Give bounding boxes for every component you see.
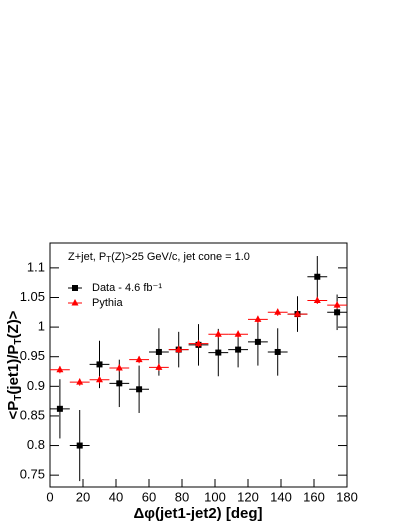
data-point [116,380,123,387]
data-point [274,308,282,315]
data-point [136,386,143,393]
x-tick-label: 80 [175,489,189,504]
data-point [313,296,321,303]
data-point [155,348,162,355]
data-point [155,363,163,370]
x-axis-label: Δφ(jet1-jet2) [deg] [133,505,262,522]
y-tick-label: 0.95 [20,348,45,363]
y-tick-label: 1.1 [27,259,45,274]
data-point [175,345,183,353]
legend-marker [72,285,78,291]
annotation-part: (Z)>25 GeV/c, jet cone = 1.0 [111,251,250,263]
y-tick-label: 0.75 [20,467,45,482]
legend-marker [71,299,79,306]
data-point [96,375,103,383]
y-tick-label: 0.9 [27,378,45,393]
x-tick-label: 140 [270,489,292,504]
y-label-part: T [13,395,24,401]
y-label-part: <P [5,401,22,420]
y-label-part: T [13,338,24,344]
annotation: Z+jet, PT(Z)>25 GeV/c, jet cone = 1.0 [68,251,250,264]
data-point [235,346,242,353]
legend-label: Pythia [92,297,123,309]
y-tick-label: 1 [38,319,45,334]
data-point [56,365,64,373]
y-tick-label: 0.8 [27,437,45,452]
y-tick-label: 0.85 [20,407,45,422]
data-point [76,442,83,449]
data-point [333,301,341,308]
x-tick-label: 160 [303,489,325,504]
x-tick-label: 40 [109,489,123,504]
data-point [334,309,341,316]
annotation-part: T [106,255,111,264]
x-tick-label: 100 [204,489,226,504]
data-point [234,330,242,337]
data-point [115,363,123,371]
y-tick-label: 1.05 [20,289,45,304]
data-point [135,355,143,363]
x-tick-label: 0 [46,489,53,504]
x-tick-label: 60 [142,489,156,504]
data-point [215,349,222,356]
x-tick-label: 180 [336,489,358,504]
annotation-part: Z+jet, P [68,251,106,263]
data-point [214,330,222,337]
x-tick-label: 120 [237,489,259,504]
y-label-part: (jet1)/P [5,345,22,395]
data-point [314,273,321,280]
x-tick-label: 20 [76,489,90,504]
data-point [274,348,281,355]
y-axis-label: <PT(jet1)/PT(Z)> [5,310,24,419]
data-point [254,338,261,345]
legend-label: Data - 4.6 fb⁻¹ [92,282,162,294]
y-label-part: (Z)> [5,310,22,338]
data-point [254,315,262,322]
plot-frame [49,242,348,488]
data-point [195,339,202,347]
data-point [56,405,63,412]
data-point [76,378,84,385]
data-point [294,310,301,317]
data-point [96,361,103,368]
